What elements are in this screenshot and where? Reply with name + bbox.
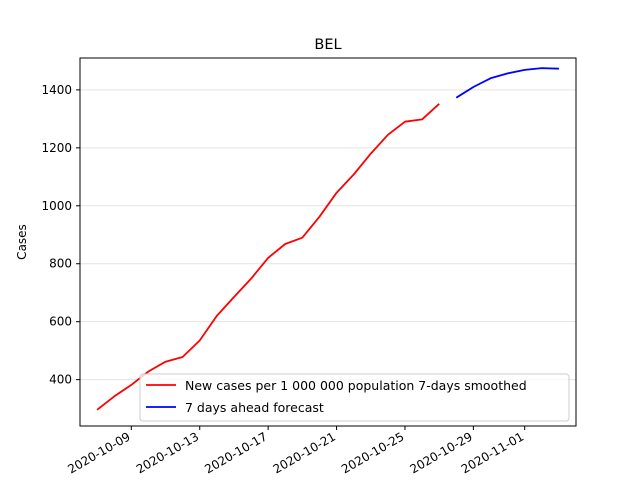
x-axis: 2020-10-09 2020-10-13 2020-10-17 2020-10-21… bbox=[65, 426, 526, 476]
y-tick-label: 1000 bbox=[41, 199, 72, 213]
x-tick-label: 2020-10-13 bbox=[134, 429, 201, 476]
y-tick-label: 800 bbox=[49, 257, 72, 271]
y-tick-label: 1400 bbox=[41, 83, 72, 97]
series-lines bbox=[96, 67, 559, 411]
legend-label-forecast: 7 days ahead forecast bbox=[185, 400, 324, 415]
series-line-observed bbox=[96, 103, 440, 411]
x-tick-label: 2020-10-21 bbox=[271, 429, 338, 476]
y-axis: 400 600 800 1000 1200 1400 bbox=[41, 83, 80, 387]
legend-box bbox=[139, 373, 570, 422]
x-tick-label: 2020-10-17 bbox=[202, 429, 269, 476]
legend: New cases per 1 000 000 population 7-day… bbox=[139, 373, 570, 422]
x-tick-label: 2020-10-09 bbox=[65, 429, 132, 476]
series-line-forecast bbox=[455, 67, 559, 99]
plot-frame bbox=[79, 57, 577, 427]
plot-area bbox=[80, 58, 576, 426]
x-tick-label: 2020-10-25 bbox=[339, 429, 406, 476]
y-tick-label: 400 bbox=[49, 373, 72, 387]
chart-title: BEL bbox=[314, 37, 341, 53]
legend-label-observed: New cases per 1 000 000 population 7-day… bbox=[185, 378, 527, 393]
y-tick-label: 600 bbox=[49, 315, 72, 329]
y-axis-label: Cases bbox=[15, 224, 29, 260]
y-tick-label: 1200 bbox=[41, 141, 72, 155]
